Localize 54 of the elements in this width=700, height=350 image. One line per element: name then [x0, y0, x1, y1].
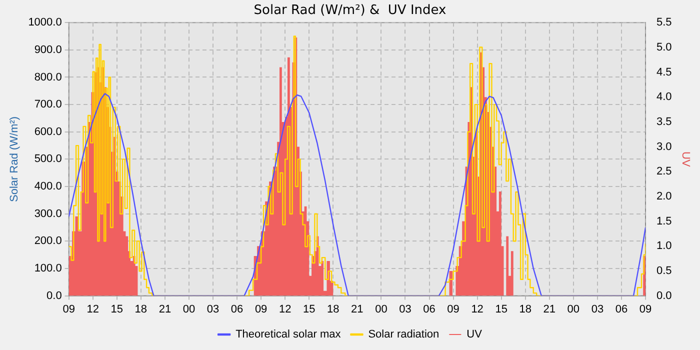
x-tick-label: 09 — [447, 303, 460, 316]
y-tick-label: 600.0 — [34, 126, 62, 138]
x-tick-label: 12 — [278, 303, 292, 316]
y-tick-label: 100.0 — [34, 262, 62, 275]
x-tick-label: 09 — [62, 303, 75, 316]
x-tick-label: 00 — [375, 303, 388, 316]
x-tick-label: 09 — [254, 303, 268, 316]
x-tick-label: 12 — [86, 303, 99, 316]
x-tick-label: 03 — [591, 303, 604, 316]
y2-tick-label: 2.0 — [656, 190, 672, 202]
y-tick-label: 900.0 — [34, 44, 62, 56]
x-tick-label: 03 — [206, 303, 220, 316]
y-tick-label: 0.0 — [46, 290, 62, 302]
y-tick-label: 400.0 — [34, 180, 62, 193]
x-tick-label: 15 — [302, 303, 316, 316]
x-tick-label: 00 — [182, 303, 196, 316]
y2-tick-label: 3.0 — [656, 140, 672, 153]
x-tick-label: 21 — [158, 303, 172, 316]
y2-axis-title: UV — [679, 152, 692, 168]
y2-tick-label: 4.5 — [656, 66, 672, 78]
y2-tick-label: 5.0 — [656, 41, 672, 54]
x-tick-label: 06 — [615, 303, 628, 316]
x-tick-label: 21 — [543, 303, 556, 316]
x-tick-label: 15 — [110, 303, 124, 316]
y-tick-label: 300.0 — [34, 208, 62, 220]
x-tick-label: 12 — [471, 303, 484, 316]
y2-tick-label: 1.5 — [656, 215, 672, 228]
legend-label: Theoretical solar max — [236, 328, 342, 341]
x-tick-label: 00 — [567, 303, 580, 316]
y-tick-label: 700.0 — [34, 98, 62, 111]
x-tick-label: 18 — [134, 303, 148, 316]
x-tick-label: 15 — [495, 303, 508, 316]
x-tick-label: 03 — [399, 303, 412, 316]
x-tick-label: 06 — [423, 303, 436, 316]
y2-tick-label: 2.5 — [656, 166, 672, 178]
y2-tick-label: 3.5 — [656, 116, 672, 128]
legend-label: Solar radiation — [368, 328, 440, 341]
y2-tick-label: 5.5 — [656, 16, 672, 29]
x-tick-label: 21 — [351, 303, 364, 316]
y-tick-label: 500.0 — [34, 153, 62, 166]
y2-tick-label: 1.0 — [656, 240, 672, 252]
x-tick-label: 18 — [327, 303, 340, 316]
x-tick-label: 09 — [639, 303, 652, 316]
y-tick-label: 800.0 — [34, 71, 62, 84]
legend-label: UV — [466, 328, 483, 341]
y-tick-label: 200.0 — [34, 235, 62, 248]
chart-title: Solar Rad (W/m²) & UV Index — [254, 3, 447, 18]
y2-tick-label: 0.5 — [656, 264, 672, 277]
y-tick-label: 1000.0 — [28, 16, 62, 29]
x-tick-label: 06 — [230, 303, 244, 316]
x-tick-label: 18 — [519, 303, 532, 316]
y2-tick-label: 0.0 — [656, 290, 672, 302]
y2-tick-label: 4.0 — [656, 91, 672, 104]
y-axis-title: Solar Rad (W/m²) — [8, 116, 21, 202]
